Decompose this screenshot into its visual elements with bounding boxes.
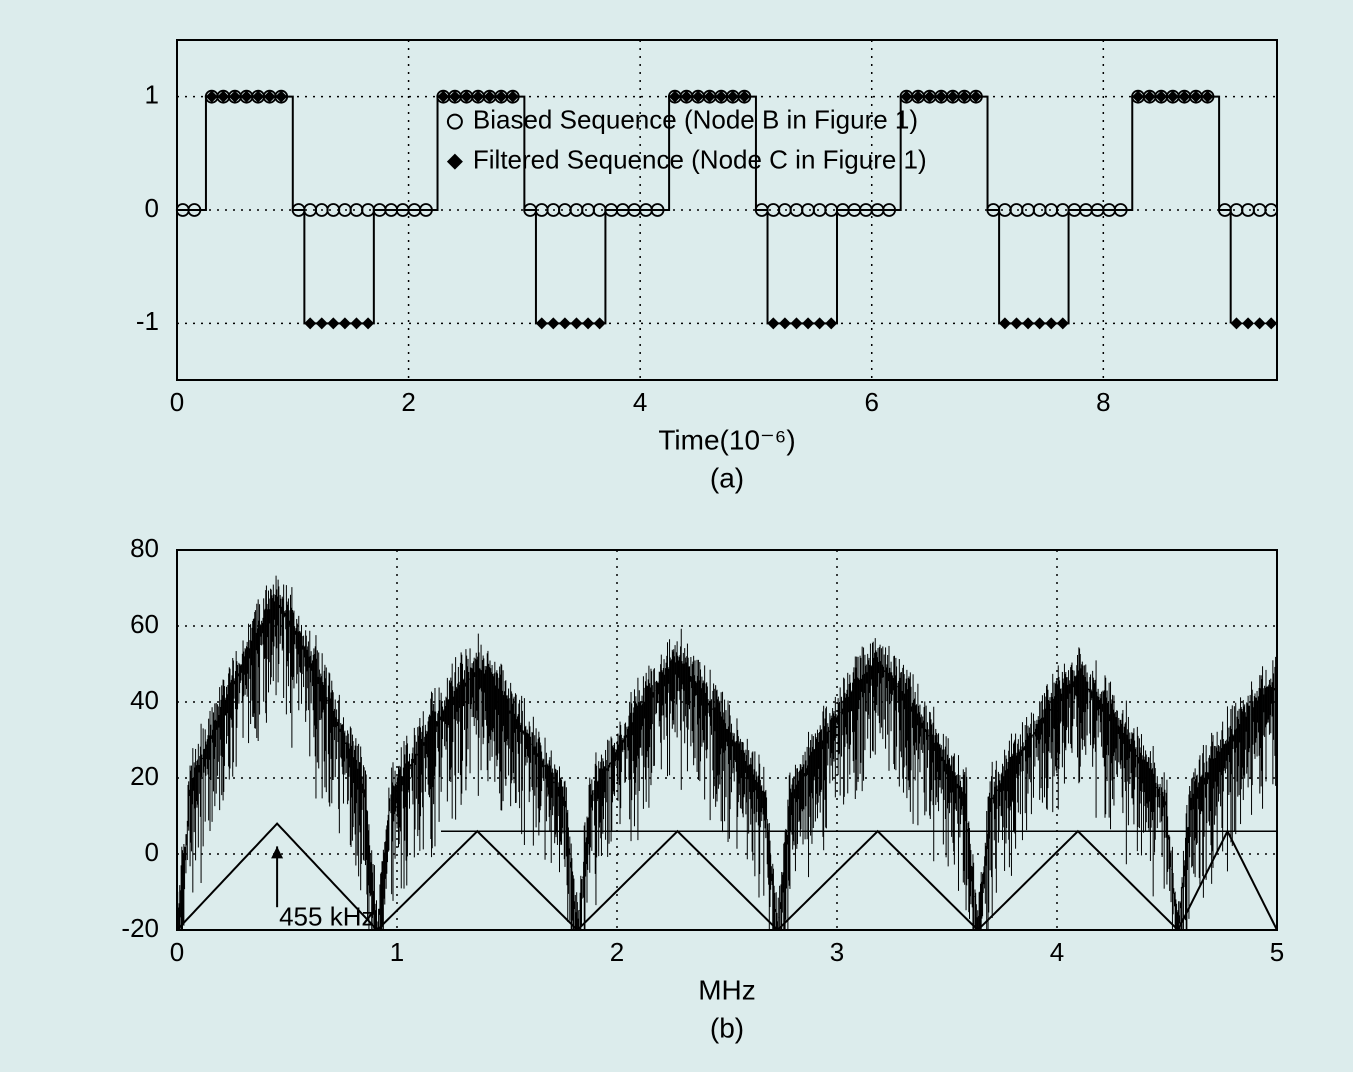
svg-text:-1: -1 — [135, 306, 158, 336]
svg-text:MHz: MHz — [698, 974, 756, 1005]
legend-biased-label: Biased Sequence (Node B in Figure 1) — [472, 104, 917, 134]
svg-text:2: 2 — [609, 937, 623, 967]
svg-text:60: 60 — [130, 609, 159, 639]
svg-text:Time(10⁻⁶): Time(10⁻⁶) — [658, 424, 795, 455]
svg-text:80: 80 — [130, 533, 159, 563]
svg-text:4: 4 — [632, 387, 646, 417]
bottom-chart: 0 1 2 3 4 5 -20 0 20 40 60 80 MHz (b) 455 kHz — [47, 530, 1307, 1060]
bottom-chart-wrap: 0 1 2 3 4 5 -20 0 20 40 60 80 MHz (b) 455 kHz — [47, 530, 1307, 1060]
top-chart: 0 2 4 6 8 -1 0 1 Time(10⁻⁶) (a) Biased Sequence (N… — [47, 20, 1307, 510]
svg-text:20: 20 — [130, 761, 159, 791]
legend-filtered-label: Filtered Sequence (Node C in Figure 1) — [472, 144, 926, 174]
svg-text:5: 5 — [1269, 937, 1283, 967]
svg-text:4: 4 — [1049, 937, 1063, 967]
svg-text:8: 8 — [1096, 387, 1110, 417]
svg-text:6: 6 — [864, 387, 878, 417]
svg-text:0: 0 — [169, 937, 183, 967]
svg-text:(a): (a) — [709, 462, 743, 493]
svg-text:1: 1 — [144, 80, 158, 110]
svg-text:-20: -20 — [121, 913, 159, 943]
svg-text:2: 2 — [401, 387, 415, 417]
svg-text:0: 0 — [144, 837, 158, 867]
figure-page: 0 2 4 6 8 -1 0 1 Time(10⁻⁶) (a) Biased Sequence (N… — [0, 0, 1353, 1072]
svg-text:3: 3 — [829, 937, 843, 967]
svg-text:(b): (b) — [709, 1012, 743, 1043]
svg-text:1: 1 — [389, 937, 403, 967]
svg-text:40: 40 — [130, 685, 159, 715]
svg-text:0: 0 — [169, 387, 183, 417]
top-chart-wrap: 0 2 4 6 8 -1 0 1 Time(10⁻⁶) (a) Biased Sequence (N… — [47, 20, 1307, 510]
svg-text:0: 0 — [144, 193, 158, 223]
annotation-455khz: 455 kHz — [279, 901, 374, 931]
